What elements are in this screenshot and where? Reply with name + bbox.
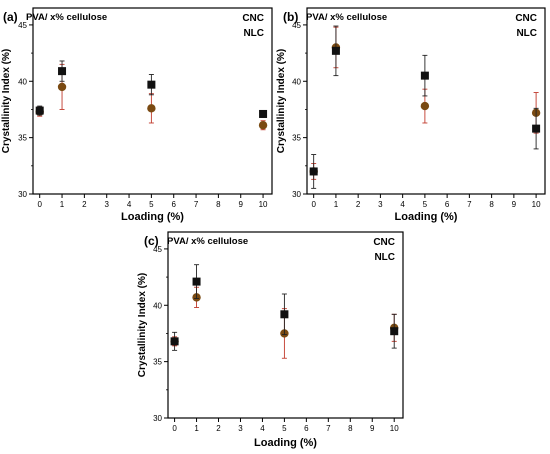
x-tick-label: 10 bbox=[532, 200, 541, 209]
data-point-cnc bbox=[170, 337, 179, 346]
y-tick-label: 35 bbox=[153, 358, 162, 367]
data-point-cnc bbox=[420, 71, 429, 80]
y-tick-label: 45 bbox=[153, 245, 162, 254]
x-tick-label: 9 bbox=[512, 200, 517, 209]
legend-entry-cnc: CNC bbox=[242, 13, 264, 24]
y-tick-label: 40 bbox=[18, 77, 27, 86]
x-axis-label: Loading (%) bbox=[121, 211, 184, 223]
data-point-nlc bbox=[57, 82, 67, 92]
plot-frame bbox=[167, 231, 404, 419]
x-tick-label: 10 bbox=[259, 200, 268, 209]
x-tick-label: 7 bbox=[326, 424, 331, 433]
x-tick-label: 1 bbox=[60, 200, 65, 209]
x-axis-label: Loading (%) bbox=[254, 437, 317, 449]
data-point-cnc bbox=[331, 46, 340, 55]
x-tick-label: 0 bbox=[37, 200, 42, 209]
legend-entry-nlc: NLC bbox=[243, 28, 264, 39]
data-point-cnc bbox=[309, 167, 318, 176]
y-tick-label: 40 bbox=[153, 301, 162, 310]
legend-entry-nlc: NLC bbox=[516, 28, 537, 39]
x-tick-label: 2 bbox=[356, 200, 361, 209]
data-point-cnc bbox=[390, 327, 399, 336]
x-tick-label: 8 bbox=[489, 200, 494, 209]
data-point-nlc bbox=[147, 104, 156, 113]
panel-label: (b) bbox=[283, 10, 298, 24]
data-point-cnc bbox=[259, 109, 268, 118]
chart-title: PVA/ x% cellulose bbox=[167, 236, 248, 247]
chart-title: PVA/ x% cellulose bbox=[306, 12, 387, 23]
legend-entry-cnc: CNC bbox=[515, 13, 537, 24]
y-tick-label: 30 bbox=[18, 190, 27, 199]
x-axis-label: Loading (%) bbox=[395, 211, 458, 223]
x-tick-label: 4 bbox=[127, 200, 132, 209]
x-tick-label: 9 bbox=[370, 424, 375, 433]
y-tick-label: 35 bbox=[292, 134, 301, 143]
x-tick-label: 4 bbox=[400, 200, 405, 209]
x-tick-label: 3 bbox=[238, 424, 243, 433]
x-tick-label: 3 bbox=[378, 200, 383, 209]
y-axis-label: Crystallinity Index (%) bbox=[1, 49, 12, 153]
data-point-cnc bbox=[280, 310, 289, 319]
y-tick-label: 40 bbox=[292, 77, 301, 86]
y-tick-label: 30 bbox=[292, 190, 301, 199]
y-tick-label: 45 bbox=[18, 21, 27, 30]
data-point-cnc bbox=[58, 67, 67, 76]
data-point-cnc bbox=[192, 277, 201, 286]
data-point-cnc bbox=[147, 80, 156, 89]
x-tick-label: 9 bbox=[239, 200, 244, 209]
x-tick-label: 4 bbox=[260, 424, 265, 433]
x-tick-label: 10 bbox=[390, 424, 399, 433]
legend-entry-cnc: CNC bbox=[373, 237, 395, 248]
y-tick-label: 45 bbox=[292, 21, 301, 30]
x-tick-label: 8 bbox=[216, 200, 221, 209]
x-tick-label: 6 bbox=[445, 200, 450, 209]
x-tick-label: 2 bbox=[82, 200, 87, 209]
x-tick-label: 6 bbox=[171, 200, 176, 209]
x-tick-label: 5 bbox=[149, 200, 154, 209]
x-tick-label: 2 bbox=[216, 424, 221, 433]
data-point-nlc bbox=[420, 101, 430, 111]
x-tick-label: 0 bbox=[172, 424, 177, 433]
plot-frame bbox=[32, 7, 273, 195]
data-point-cnc bbox=[35, 106, 44, 115]
y-axis-label: Crystallinity Index (%) bbox=[137, 273, 148, 377]
x-tick-label: 3 bbox=[104, 200, 109, 209]
legend-entry-nlc: NLC bbox=[374, 252, 395, 263]
plot-frame bbox=[306, 7, 546, 195]
x-tick-label: 7 bbox=[467, 200, 472, 209]
x-tick-label: 6 bbox=[304, 424, 309, 433]
chart-title: PVA/ x% cellulose bbox=[26, 12, 107, 23]
panel-label: (c) bbox=[144, 234, 159, 248]
data-point-cnc bbox=[532, 124, 541, 133]
x-tick-label: 5 bbox=[423, 200, 428, 209]
x-tick-label: 7 bbox=[194, 200, 199, 209]
y-tick-label: 30 bbox=[153, 414, 162, 423]
data-point-nlc bbox=[258, 121, 268, 130]
x-tick-label: 1 bbox=[334, 200, 339, 209]
x-tick-label: 1 bbox=[194, 424, 199, 433]
x-tick-label: 5 bbox=[282, 424, 287, 433]
panel-label: (a) bbox=[3, 10, 18, 24]
y-tick-label: 35 bbox=[18, 134, 27, 143]
y-axis-label: Crystallinity Index (%) bbox=[276, 49, 287, 153]
x-tick-label: 8 bbox=[348, 424, 353, 433]
x-tick-label: 0 bbox=[311, 200, 316, 209]
